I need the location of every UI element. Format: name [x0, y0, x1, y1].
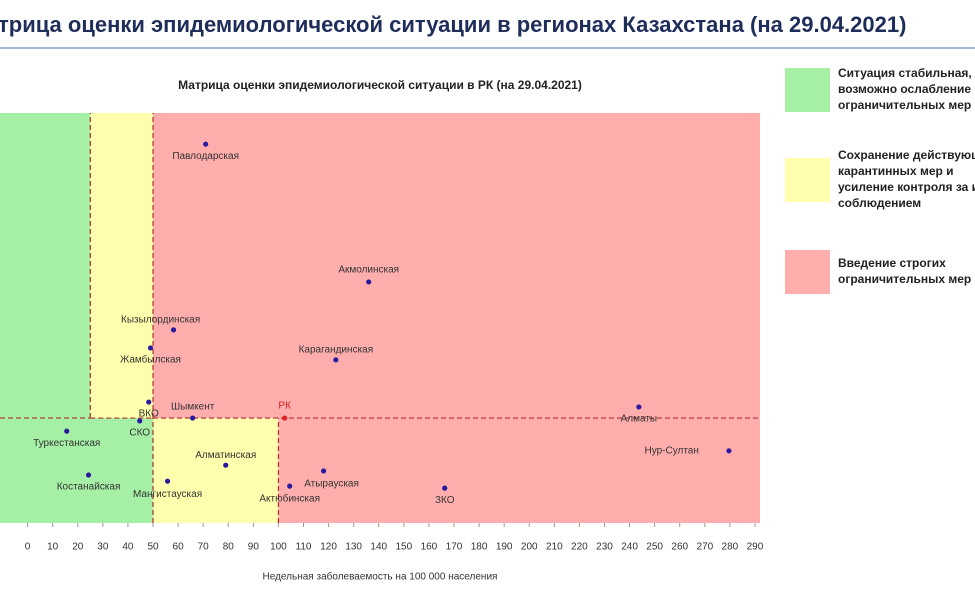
- x-tick-label: 60: [173, 542, 185, 553]
- x-tick-label: 10: [47, 542, 59, 553]
- zone: [278, 418, 760, 523]
- x-tick-label: 120: [320, 542, 337, 553]
- point-label: Туркестанская: [33, 438, 100, 449]
- point: [164, 478, 171, 484]
- point: [64, 428, 70, 434]
- x-tick-label: 90: [248, 542, 260, 553]
- legend-text: карантинных мер и: [838, 164, 954, 178]
- x-tick-label: 180: [471, 542, 488, 553]
- page-title: трица оценки эпидемиологической ситуации…: [0, 12, 906, 37]
- x-tick-label: 80: [223, 542, 235, 553]
- legend-text: ограничительных мер: [838, 98, 971, 112]
- point: [137, 418, 143, 424]
- legend-text: Введение строгих: [838, 256, 946, 270]
- legend-text: соблюдением: [838, 196, 921, 210]
- point-label: Атырауская: [304, 479, 359, 490]
- point: [636, 404, 642, 410]
- point: [85, 472, 92, 478]
- x-tick-label: 110: [296, 542, 312, 553]
- x-tick-label: 100: [270, 542, 287, 553]
- x-tick-label: 260: [671, 542, 688, 553]
- point-label: Карагандинская: [299, 344, 374, 355]
- legend-text: ограничительных мер: [838, 272, 971, 286]
- x-tick-label: 290: [747, 542, 764, 553]
- point-label: Жамбылская: [120, 354, 181, 366]
- point: [146, 399, 152, 405]
- x-tick-label: 210: [546, 542, 563, 553]
- x-tick-label: 20: [72, 542, 84, 553]
- point-label: Шымкент: [171, 402, 215, 413]
- legend-swatch: [785, 68, 830, 112]
- point-label: Акмолинская: [338, 265, 399, 276]
- legend-text: Сохранение действующих: [838, 148, 975, 162]
- legend-text: Ситуация стабильная,: [838, 66, 972, 80]
- zone: [0, 418, 154, 523]
- point: [147, 345, 154, 351]
- point-label: СКО: [129, 428, 150, 439]
- x-tick-label: 220: [571, 542, 588, 553]
- point: [287, 483, 293, 489]
- x-tick-label: 270: [696, 542, 713, 553]
- x-tick-label: 30: [97, 542, 109, 553]
- x-tick-label: 50: [147, 542, 159, 553]
- x-tick-label: 200: [521, 542, 538, 553]
- x-tick-label: 140: [370, 542, 387, 553]
- point: [320, 468, 327, 474]
- legend-swatch: [785, 158, 830, 202]
- point-label: Нур-Султан: [645, 445, 699, 456]
- legend-text: усиление контроля за их: [838, 180, 975, 194]
- legend-swatch: [785, 250, 830, 294]
- zone: [90, 113, 154, 419]
- x-tick-label: 0: [25, 542, 31, 553]
- x-tick-label: 280: [722, 542, 739, 553]
- x-tick-label: 170: [446, 542, 463, 553]
- chart-title: Матрица оценки эпидемиологической ситуац…: [178, 78, 582, 92]
- x-tick-label: 190: [496, 542, 513, 553]
- point-label: Алматы: [621, 414, 658, 425]
- point-label: РК: [278, 401, 291, 412]
- point: [333, 357, 339, 363]
- point: [726, 448, 732, 454]
- x-tick-label: 160: [421, 542, 438, 553]
- point-label: Кызылординская: [121, 315, 200, 326]
- point-label: ЗКО: [435, 495, 455, 506]
- point-label: Актюбинская: [259, 493, 320, 505]
- x-tick-label: 240: [621, 542, 638, 553]
- point: [442, 485, 448, 491]
- x-tick-label: 130: [345, 542, 362, 553]
- zone: [153, 113, 760, 419]
- point: [170, 327, 177, 333]
- x-tick-label: 250: [646, 542, 663, 553]
- point-label: Костанайская: [57, 482, 121, 493]
- point: [223, 462, 229, 468]
- point: [282, 415, 288, 421]
- point: [366, 279, 372, 285]
- x-tick-label: 230: [596, 542, 613, 553]
- x-tick-label: 40: [122, 542, 134, 553]
- point-label: Павлодарская: [172, 151, 239, 162]
- x-axis-label: Недельная заболеваемость на 100 000 насе…: [263, 571, 498, 583]
- x-tick-label: 150: [395, 542, 412, 553]
- point: [203, 141, 209, 147]
- x-tick-label: 70: [198, 542, 210, 553]
- legend-text: возможно ослабление: [838, 82, 971, 96]
- point-label: Алматинская: [195, 450, 256, 461]
- zone: [0, 113, 91, 419]
- point: [190, 415, 196, 421]
- point-label: ВКО: [139, 409, 159, 420]
- zone: [153, 418, 279, 523]
- point-label: Мангистауская: [133, 489, 202, 500]
